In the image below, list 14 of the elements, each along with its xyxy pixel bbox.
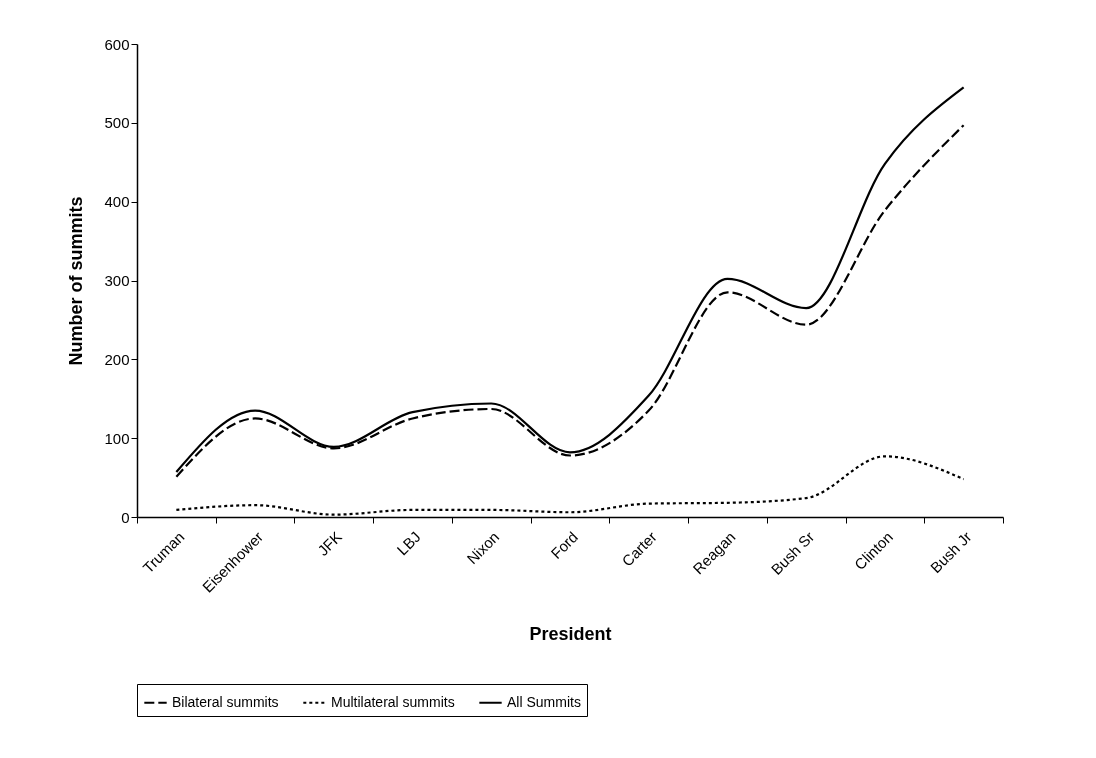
x-tick-label: LBJ (393, 528, 424, 559)
y-tick-label: 100 (104, 429, 130, 447)
y-tick-label: 600 (104, 35, 130, 53)
x-axis-title: President (529, 623, 612, 644)
y-axis-title: Number of summits (66, 196, 87, 366)
legend-label: Multilateral summits (331, 693, 455, 710)
y-tick-label: 500 (104, 114, 130, 132)
y-tick-label: 0 (121, 508, 130, 526)
y-tick-label: 200 (104, 350, 130, 368)
y-tick-label: 400 (104, 193, 130, 211)
y-tick-label: 300 (104, 272, 130, 289)
legend-label: All Summits (507, 693, 581, 710)
x-tick-label: JFK (314, 528, 345, 559)
legend-label: Bilateral summits (172, 693, 279, 710)
